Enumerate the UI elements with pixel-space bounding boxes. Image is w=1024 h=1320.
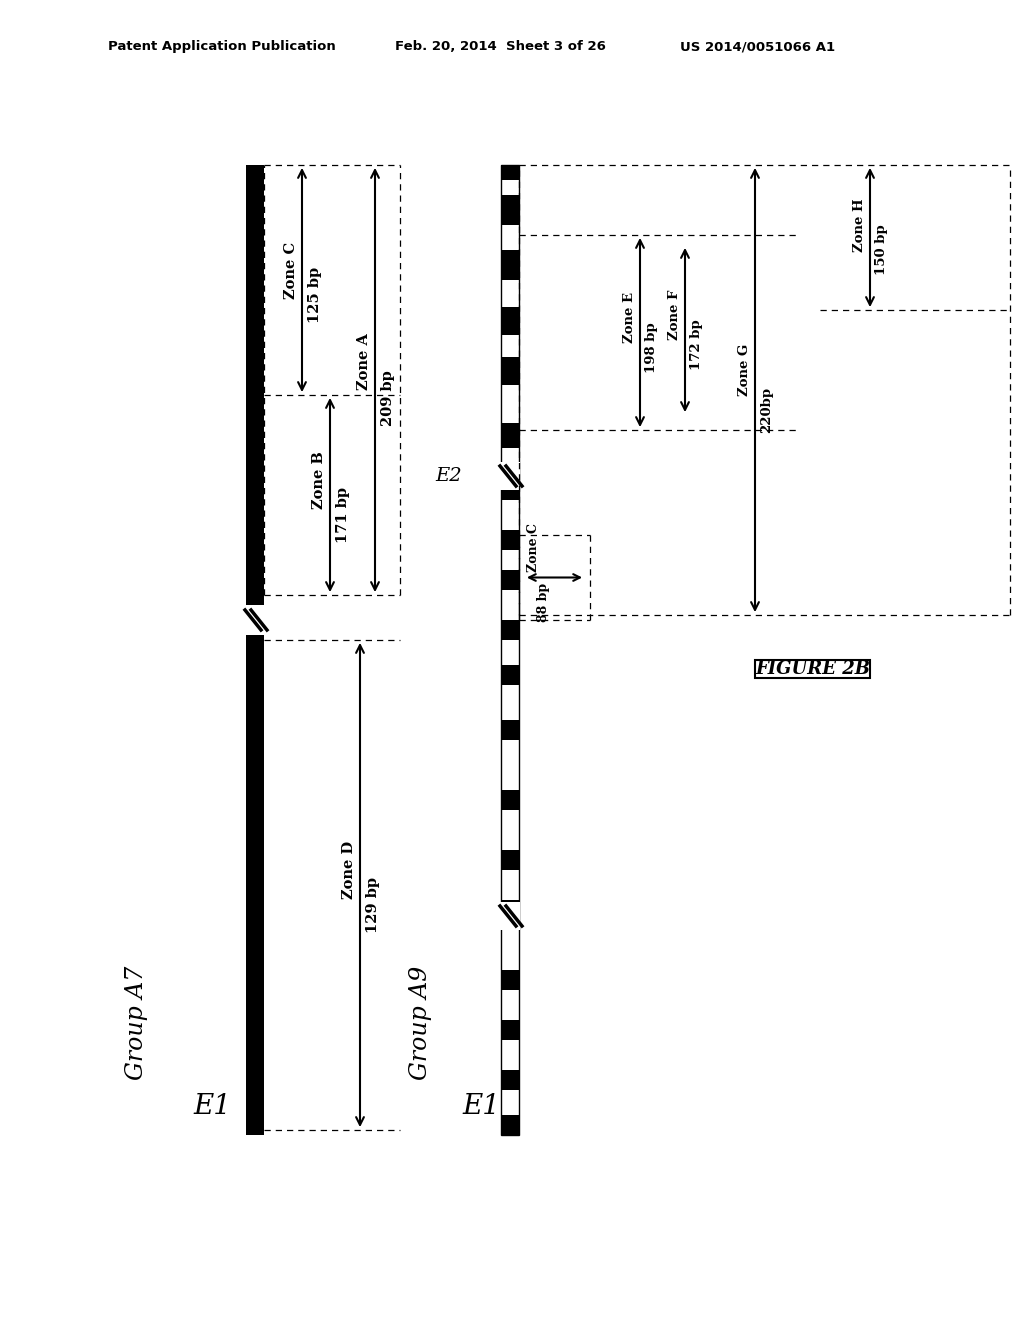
Bar	[501, 1115, 519, 1135]
Text: 150 bp: 150 bp	[874, 224, 888, 275]
Bar	[501, 850, 519, 870]
Text: FIGURE 2B: FIGURE 2B	[755, 660, 870, 678]
Text: 88 bp: 88 bp	[537, 582, 550, 622]
Bar	[246, 165, 264, 1135]
Text: E1: E1	[193, 1093, 230, 1119]
Text: Group A7: Group A7	[125, 966, 148, 1080]
Text: Group A9: Group A9	[409, 966, 432, 1080]
Bar	[501, 165, 519, 1135]
Bar	[501, 570, 519, 590]
Bar	[501, 165, 519, 180]
Text: Zone G: Zone G	[738, 345, 751, 396]
Bar	[501, 249, 519, 280]
Bar	[501, 1020, 519, 1040]
Bar	[500, 902, 520, 931]
Text: Zone C: Zone C	[284, 242, 298, 298]
Bar	[501, 356, 519, 385]
Text: Zone E: Zone E	[623, 292, 636, 343]
Bar	[501, 480, 519, 500]
Text: 125 bp: 125 bp	[308, 267, 322, 323]
Bar	[501, 900, 519, 920]
Text: E1: E1	[462, 1093, 500, 1119]
Text: Zone A: Zone A	[357, 334, 371, 391]
Bar	[501, 422, 519, 447]
Text: Zone F: Zone F	[668, 290, 681, 341]
Text: Zone B: Zone B	[312, 451, 326, 510]
Bar	[501, 620, 519, 640]
Text: 172 bp: 172 bp	[690, 319, 703, 371]
Text: 171 bp: 171 bp	[336, 487, 350, 543]
Text: 220bp: 220bp	[760, 387, 773, 433]
Bar	[501, 665, 519, 685]
Text: Zone C: Zone C	[527, 524, 540, 573]
Text: E2: E2	[435, 467, 462, 484]
Bar	[245, 605, 265, 635]
Text: Feb. 20, 2014  Sheet 3 of 26: Feb. 20, 2014 Sheet 3 of 26	[395, 40, 606, 53]
Bar	[501, 970, 519, 990]
Text: Zone D: Zone D	[342, 841, 356, 899]
Bar	[500, 462, 520, 490]
Bar	[501, 308, 519, 335]
Text: Zone H: Zone H	[853, 199, 866, 252]
Bar	[501, 1071, 519, 1090]
Bar	[501, 531, 519, 550]
Text: 129 bp: 129 bp	[366, 876, 380, 933]
Text: 209 bp: 209 bp	[381, 370, 395, 426]
Bar	[501, 719, 519, 741]
Bar	[501, 195, 519, 224]
Bar	[501, 789, 519, 810]
Text: 198 bp: 198 bp	[645, 322, 658, 372]
Text: Patent Application Publication: Patent Application Publication	[108, 40, 336, 53]
Text: US 2014/0051066 A1: US 2014/0051066 A1	[680, 40, 836, 53]
